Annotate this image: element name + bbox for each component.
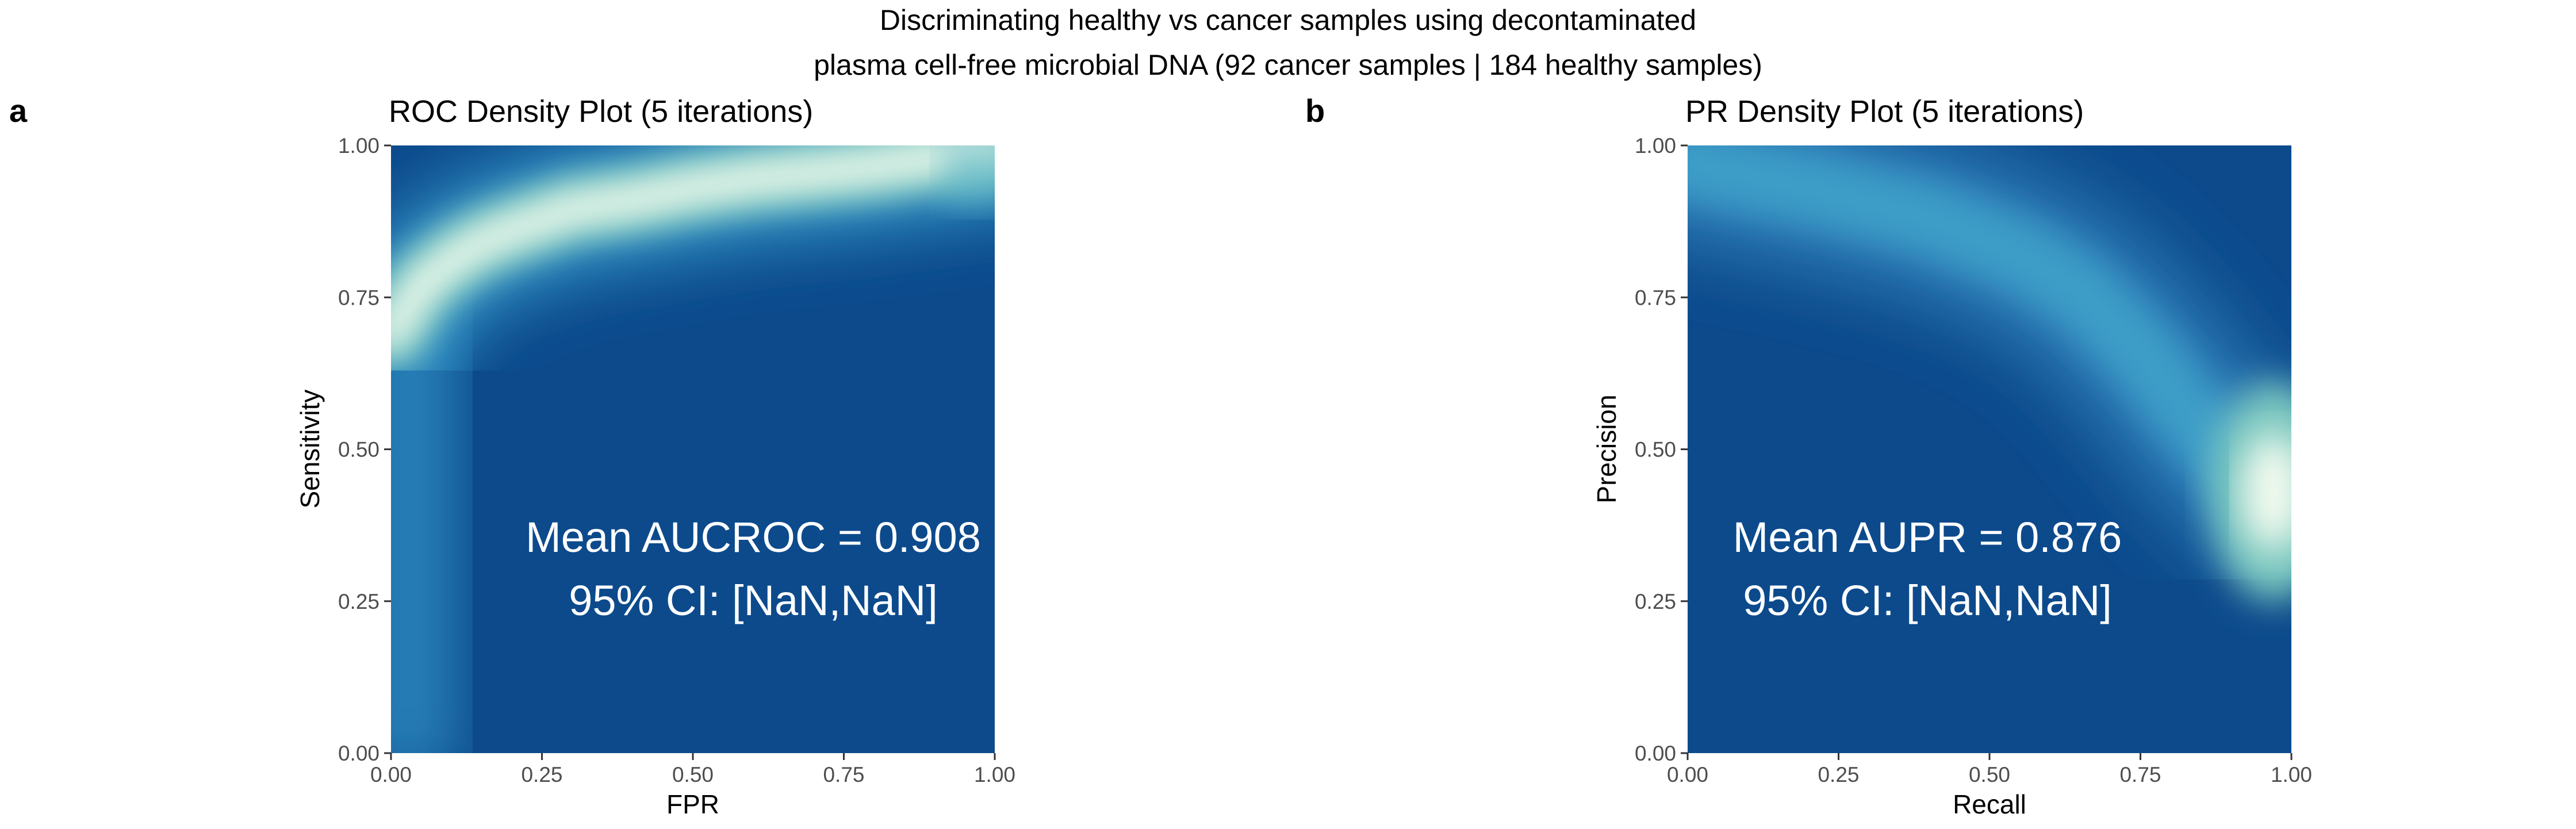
- panel-a-title: ROC Density Plot (5 iterations): [389, 94, 813, 129]
- panel-b-x-tick-label: 0.50: [1969, 763, 2010, 786]
- panel-a-x-tick-label: 0.25: [521, 763, 562, 786]
- panel-b-axes: 0.00 0.25 0.50 0.75 1.00 0.00 0.25 0.50 0.75 1.00: [1635, 134, 2312, 786]
- panel-b-title: PR Density Plot (5 iterations): [1685, 94, 2084, 129]
- panel-b-y-tick-label: 0.25: [1635, 590, 1676, 613]
- panel-b-xlabel: Recall: [1953, 789, 2026, 819]
- panel-a-xlabel: FPR: [666, 789, 719, 819]
- panel-a-x-tick-label: 1.00: [974, 763, 1015, 786]
- panel-a-y-tick-label: 0.50: [338, 438, 379, 462]
- panel-a: a ROC Density Plot (5 iterations) Mean A…: [9, 93, 1015, 819]
- panel-b-y-tick-label: 0.75: [1635, 286, 1676, 309]
- panel-b-annotation-line1: Mean AUPR = 0.876: [1733, 513, 2122, 561]
- panel-a-plot: [391, 145, 995, 753]
- panel-b-plot: [1688, 145, 2291, 753]
- panel-a-x-tick-label: 0.00: [370, 763, 412, 786]
- panel-b-x-tick-label: 0.75: [2119, 763, 2161, 786]
- panel-a-y-tick-label: 0.75: [338, 286, 379, 309]
- panel-a-x-tick-label: 0.50: [672, 763, 714, 786]
- panel-b-letter: b: [1305, 93, 1325, 129]
- panel-a-annotation-line2: 95% CI: [NaN,NaN]: [569, 577, 938, 624]
- panel-a-axes: 0.00 0.25 0.50 0.75 1.00 0.00 0.25 0.50 0.75 1.00: [338, 134, 1015, 786]
- panel-b: b PR Density Plot (5 iterations) Mean AU…: [1305, 93, 2312, 819]
- panel-a-y-tick-label: 1.00: [338, 134, 379, 158]
- panel-b-x-tick-label: 1.00: [2271, 763, 2312, 786]
- panel-a-x-tick-label: 0.75: [823, 763, 864, 786]
- panel-b-annotation-line2: 95% CI: [NaN,NaN]: [1743, 577, 2112, 624]
- panel-b-density-peak: [2241, 434, 2291, 550]
- panel-b-y-tick-label: 0.00: [1635, 742, 1676, 765]
- panel-a-density-right-edge: [943, 145, 995, 207]
- panel-b-x-tick-label: 0.25: [1818, 763, 1859, 786]
- panel-a-letter: a: [9, 93, 28, 129]
- panel-b-y-tick-label: 1.00: [1635, 134, 1676, 158]
- panel-a-ylabel: Sensitivity: [295, 389, 325, 508]
- panel-b-x-tick-label: 0.00: [1667, 763, 1708, 786]
- panel-b-y-tick-label: 0.50: [1635, 438, 1676, 462]
- figure-title-line1: Discriminating healthy vs cancer samples…: [880, 4, 1696, 36]
- panel-a-density-ridge-core: [391, 145, 995, 350]
- figure-title-line2: plasma cell-free microbial DNA (92 cance…: [814, 49, 1762, 81]
- panel-b-ylabel: Precision: [1592, 394, 1621, 503]
- panel-a-annotation-line1: Mean AUCROC = 0.908: [526, 513, 981, 561]
- panel-a-y-tick-label: 0.00: [338, 742, 379, 765]
- panel-a-y-tick-label: 0.25: [338, 590, 379, 613]
